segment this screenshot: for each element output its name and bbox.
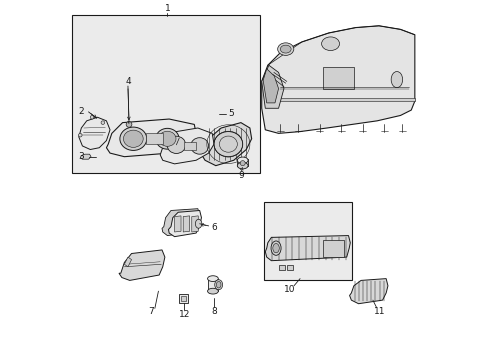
Ellipse shape	[190, 138, 208, 154]
Circle shape	[78, 134, 82, 137]
Ellipse shape	[214, 280, 222, 290]
Bar	[278, 265, 285, 270]
Polygon shape	[80, 154, 91, 159]
Ellipse shape	[237, 162, 247, 169]
Ellipse shape	[207, 276, 218, 282]
Polygon shape	[106, 119, 196, 157]
Circle shape	[90, 116, 94, 119]
Bar	[286, 265, 293, 270]
Ellipse shape	[167, 136, 185, 153]
Polygon shape	[263, 69, 278, 103]
Polygon shape	[160, 128, 214, 164]
Bar	[179, 294, 187, 303]
Ellipse shape	[123, 130, 143, 147]
Text: 12: 12	[178, 310, 189, 319]
Text: 8: 8	[211, 307, 217, 316]
Polygon shape	[174, 216, 181, 232]
Bar	[323, 67, 353, 89]
Text: 11: 11	[373, 307, 385, 316]
Polygon shape	[265, 98, 414, 101]
Ellipse shape	[155, 129, 179, 149]
Ellipse shape	[237, 157, 247, 163]
Bar	[180, 296, 185, 301]
Polygon shape	[191, 216, 198, 232]
Ellipse shape	[390, 72, 402, 87]
Circle shape	[101, 121, 104, 125]
Text: 9: 9	[238, 171, 244, 180]
Bar	[237, 159, 247, 166]
Polygon shape	[265, 235, 349, 261]
Ellipse shape	[321, 37, 339, 50]
Text: 10: 10	[283, 285, 294, 294]
Polygon shape	[349, 279, 387, 304]
Bar	[72, 15, 260, 173]
Text: 6: 6	[211, 223, 217, 232]
Polygon shape	[183, 216, 189, 232]
Bar	[207, 279, 218, 291]
Ellipse shape	[216, 282, 221, 288]
Text: 3: 3	[78, 152, 84, 161]
Ellipse shape	[272, 243, 279, 253]
Circle shape	[240, 161, 244, 166]
Text: 5: 5	[227, 109, 233, 118]
Ellipse shape	[207, 288, 218, 294]
Text: 7: 7	[148, 307, 154, 316]
Ellipse shape	[120, 127, 146, 150]
Ellipse shape	[214, 132, 242, 157]
Text: 2: 2	[79, 107, 84, 116]
Ellipse shape	[270, 241, 281, 255]
Text: 4: 4	[125, 77, 130, 86]
Ellipse shape	[280, 45, 290, 53]
Polygon shape	[261, 26, 414, 134]
Polygon shape	[261, 65, 284, 108]
Bar	[323, 240, 344, 257]
Polygon shape	[124, 257, 131, 267]
Polygon shape	[79, 117, 110, 149]
Bar	[264, 202, 351, 280]
Text: 1: 1	[164, 4, 170, 13]
Polygon shape	[162, 209, 199, 235]
Polygon shape	[202, 123, 251, 166]
Ellipse shape	[277, 43, 293, 55]
Bar	[145, 134, 163, 144]
Polygon shape	[168, 211, 201, 237]
Ellipse shape	[195, 219, 202, 228]
Bar	[184, 141, 195, 149]
Circle shape	[126, 122, 132, 127]
Polygon shape	[119, 250, 164, 280]
Ellipse shape	[159, 131, 176, 146]
